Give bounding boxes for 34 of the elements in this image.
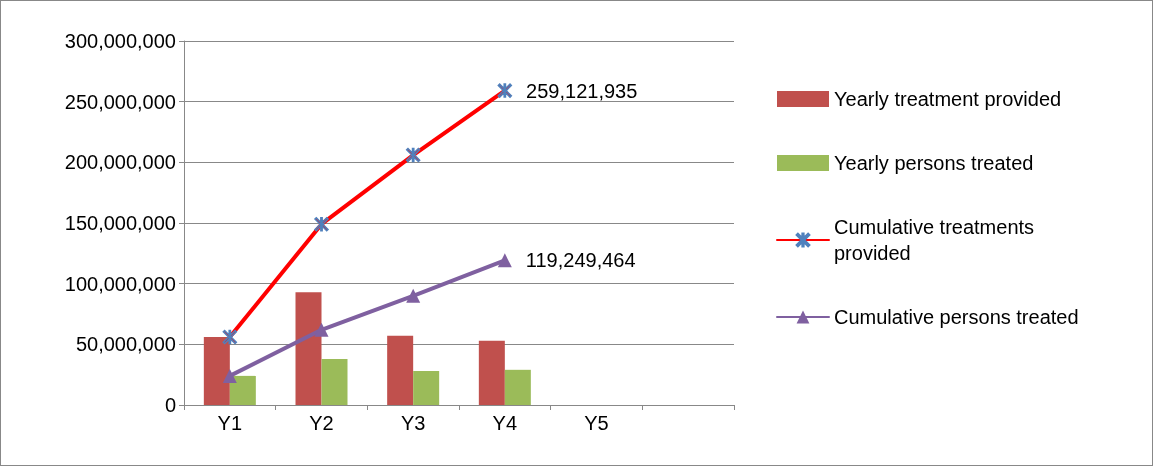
point [222, 368, 237, 383]
legend-label: Yearly treatment provided [834, 88, 1062, 110]
x-tick-label: Y1 [217, 412, 243, 434]
y-tick-label: 150,000,000 [64, 212, 176, 234]
y-tick-label: 100,000,000 [64, 272, 176, 295]
bar [229, 375, 256, 405]
y-tick-label: 200,000,000 [64, 151, 176, 174]
point [497, 83, 513, 98]
bar [478, 340, 505, 405]
legend-label: Cumulative persons treated [834, 306, 1079, 328]
point [314, 322, 329, 337]
x-tick-label: Y3 [400, 412, 426, 434]
x-tick-label: Y5 [584, 412, 609, 434]
y-tick-label: 0 [164, 394, 176, 416]
bar [413, 371, 440, 405]
x-tick-label: Y2 [309, 412, 334, 434]
point [222, 329, 238, 345]
bar [203, 337, 230, 405]
legend-label: Yearly persons treated [834, 152, 1034, 174]
point [406, 288, 421, 303]
point [314, 216, 329, 232]
bar [321, 358, 348, 405]
bar [387, 335, 414, 405]
data-label: 259,121,935 [526, 79, 638, 102]
y-tick-label: 250,000,000 [64, 90, 176, 113]
bar [295, 292, 322, 405]
data-label: 119,249,464 [525, 249, 636, 272]
x-tick-label: Y4 [492, 412, 518, 434]
y-tick-label: 50,000,000 [75, 333, 176, 356]
point [497, 253, 512, 268]
legend-label: Cumulative treatments provided [834, 216, 1040, 264]
point [405, 147, 421, 163]
y-tick-label: 300,000,000 [64, 30, 176, 52]
bar [504, 369, 531, 405]
